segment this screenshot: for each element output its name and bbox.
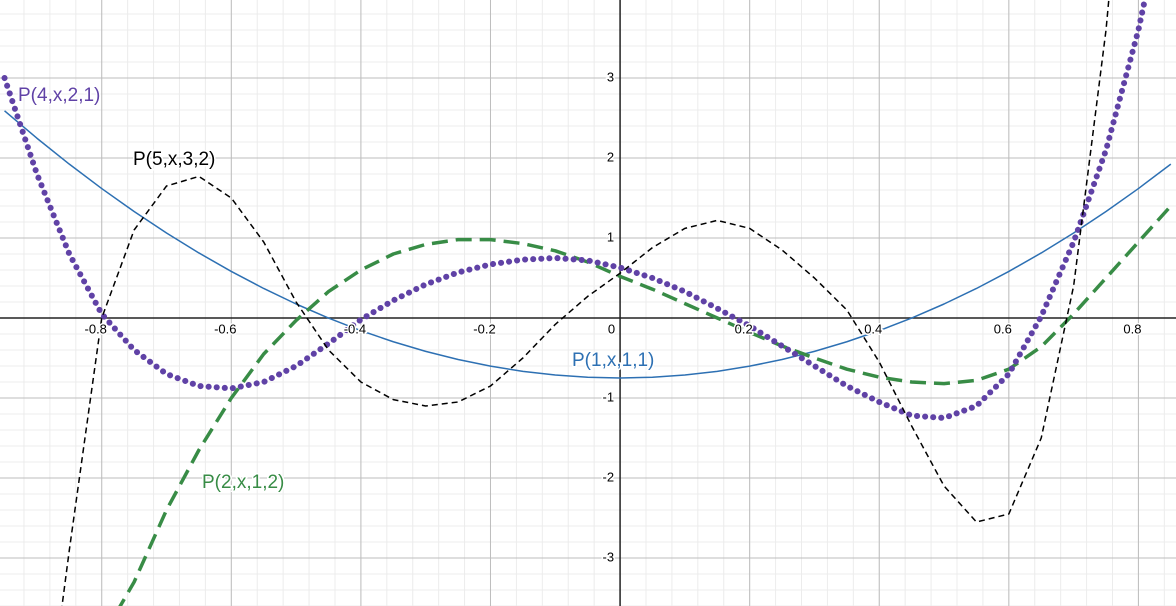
curve [4, 110, 1172, 379]
x-tick-label: 0.8 [1123, 321, 1141, 336]
x-tick-label: -0.2 [473, 321, 495, 336]
curve-label: P(5,x,3,2) [133, 149, 215, 170]
y-tick-label: -1 [603, 389, 615, 404]
x-tick-label: -0.6 [214, 321, 236, 336]
curve-label: P(2,x,1,2) [202, 472, 284, 493]
y-tick-label: -2 [603, 469, 615, 484]
y-tick-label: 3 [607, 69, 614, 84]
x-tick-label: -0.4 [344, 321, 366, 336]
labels: -0.8 -0.6 -0.4 -0.2 0 0.2 0.4 0.6 0.8 -3 -2 -1 1 2 3 P(… [17, 68, 1143, 566]
x-tick-label: 0.2 [735, 321, 753, 336]
curve-label: P(1,x,1,1) [572, 350, 654, 371]
x-tick-label: 0 [608, 321, 615, 336]
x-tick-label: 0.6 [994, 321, 1012, 336]
y-tick-label: 2 [607, 149, 614, 164]
y-tick-label: 1 [607, 229, 614, 244]
curve-label: P(4,x,2,1) [18, 85, 100, 106]
x-tick-label: 0.4 [864, 321, 882, 336]
x-tick-label: -0.8 [85, 321, 107, 336]
curve [61, 0, 1110, 606]
curve [1, 0, 1148, 421]
y-tick-label: -3 [603, 549, 615, 564]
